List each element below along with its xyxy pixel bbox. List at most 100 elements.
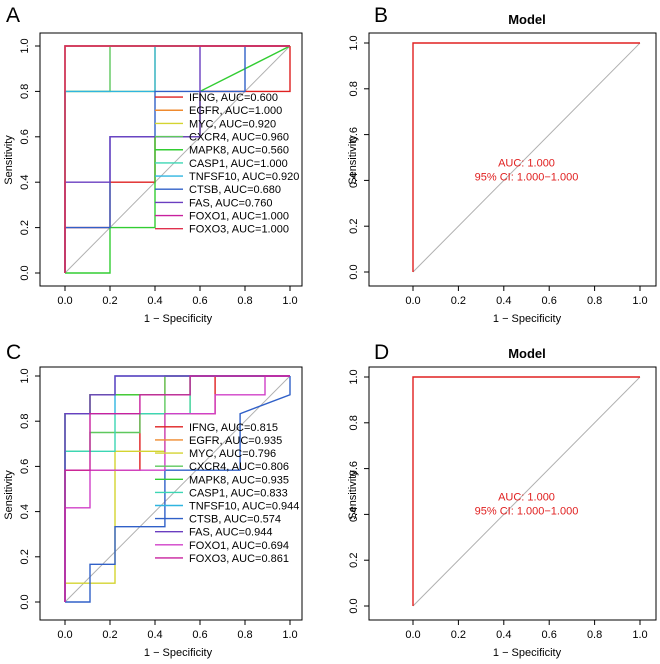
x-tick-label: 0.6: [542, 295, 557, 307]
legend-entry: FOXO3, AUC=0.861: [189, 553, 289, 565]
legend-entry: FOXO1, AUC=0.694: [189, 540, 289, 552]
x-tick-label: 0.0: [405, 295, 420, 307]
legend-entry: CASP1, AUC=0.833: [189, 487, 288, 499]
y-tick-label: 0.4: [348, 507, 360, 522]
y-tick-label: 0.4: [19, 504, 31, 519]
auc-annotation: AUC: 1.000: [498, 492, 555, 504]
x-axis-label: 1 − Specificity: [493, 313, 562, 325]
x-tick-label: 0.8: [587, 295, 602, 307]
y-tick-label: 0.8: [348, 81, 360, 96]
x-axis-label: 1 − Specificity: [144, 647, 213, 659]
panel-b: B Model 0.0 0.2 0.4 0.6 0.8 1.0 0.0 0.2 0.4 0.6 0.8 1…: [347, 4, 657, 325]
y-axis-label: Sensitivity: [3, 470, 15, 520]
y-axis-label: Sensitivity: [347, 135, 359, 185]
y-axis-label: Sensitivity: [347, 470, 359, 520]
y-tick-label: 0.8: [19, 84, 31, 99]
y-tick-label: 0.4: [19, 175, 31, 190]
y-tick-label: 0.2: [348, 553, 360, 568]
panel-label: D: [374, 341, 389, 364]
y-tick-label: 0.0: [348, 264, 360, 279]
x-tick-label: 1.0: [282, 629, 297, 641]
panel-label: B: [374, 4, 388, 27]
legend-entry: FAS, AUC=0.760: [189, 197, 272, 209]
y-tick-label: 0.2: [348, 219, 360, 234]
x-tick-label: 0.4: [147, 295, 162, 307]
y-axis-label: Sensitivity: [3, 135, 15, 185]
legend-entry: MYC, AUC=0.796: [189, 448, 276, 460]
legend-entry: TNFSF10, AUC=0.944: [189, 500, 299, 512]
legend-entry: TNFSF10, AUC=0.920: [189, 171, 299, 183]
x-tick-label: 0.2: [451, 629, 466, 641]
x-tick-label: 0.8: [237, 629, 252, 641]
chart-title: Model: [508, 346, 546, 361]
x-tick-label: 0.4: [147, 629, 162, 641]
y-tick-label: 0.6: [348, 127, 360, 142]
x-axis-label: 1 − Specificity: [493, 647, 562, 659]
panel-label: C: [6, 341, 21, 364]
plot-frame: [368, 366, 657, 621]
x-tick-label: 1.0: [632, 629, 647, 641]
legend-entry: FOXO3, AUC=1.000: [189, 224, 289, 236]
legend-entry: MAPK8, AUC=0.935: [189, 474, 289, 486]
reference-diagonal: [64, 45, 291, 274]
panel-a: A 0.0 0.2 0.4 0.6 0.8 1.0 0.0 0.2 0.4 0.6 0.8 1.0 1 −…: [3, 4, 303, 325]
x-tick-label: 0.0: [405, 629, 420, 641]
legend-entry: EGFR, AUC=0.935: [189, 435, 282, 447]
y-tick-label: 0.4: [348, 173, 360, 188]
x-tick-label: 0.2: [102, 295, 117, 307]
x-tick-label: 1.0: [282, 295, 297, 307]
auc-annotation: AUC: 1.000: [498, 158, 555, 170]
y-tick-label: 0.8: [19, 414, 31, 429]
roc-curve-foxo1: [64, 375, 290, 602]
legend-entry: CXCR4, AUC=0.960: [189, 132, 289, 144]
legend-entry: FAS, AUC=0.944: [189, 527, 272, 539]
y-tick-label: 0.0: [19, 594, 31, 609]
legend-entry: IFNG, AUC=0.600: [189, 92, 278, 104]
y-tick-label: 1.0: [19, 38, 31, 53]
x-tick-label: 0.2: [451, 295, 466, 307]
roc-curve-ctsb: [65, 376, 291, 603]
panel-d: D Model 0.0 0.2 0.4 0.6 0.8 1.0 0.0 0.2 0.4 0.6 0.8 1…: [347, 341, 657, 659]
y-tick-label: 0.6: [348, 461, 360, 476]
plot-frame: [39, 366, 303, 621]
roc-curve-foxo3: [64, 45, 290, 273]
x-tick-label: 0.8: [587, 629, 602, 641]
roc-curve-ctsb: [64, 45, 290, 273]
legend-entry: CXCR4, AUC=0.806: [189, 461, 289, 473]
x-tick-label: 1.0: [632, 295, 647, 307]
x-tick-label: 0.6: [192, 629, 207, 641]
legend-entry: CASP1, AUC=1.000: [189, 158, 288, 170]
x-axis-label: 1 − Specificity: [144, 313, 213, 325]
roc-curve-model: [412, 376, 640, 606]
y-tick-label: 0.0: [19, 265, 31, 280]
roc-curve-fas: [64, 375, 290, 602]
y-tick-label: 0.6: [19, 129, 31, 144]
x-tick-label: 0.6: [192, 295, 207, 307]
plot-frame: [39, 32, 303, 287]
legend-entry: CTSB, AUC=0.680: [189, 184, 281, 196]
panel-c: C 0.0 0.2 0.4 0.6 0.8 1.0 0.0 0.2 0.4 0.6 0.8 1.0 1 −…: [3, 341, 303, 659]
y-tick-label: 0.0: [348, 598, 360, 613]
legend-entry: MAPK8, AUC=0.560: [189, 145, 289, 157]
y-tick-label: 0.2: [19, 549, 31, 564]
y-tick-label: 0.6: [19, 459, 31, 474]
y-tick-label: 1.0: [348, 35, 360, 50]
reference-diagonal: [412, 42, 641, 273]
y-tick-label: 1.0: [348, 369, 360, 384]
y-tick-label: 1.0: [19, 368, 31, 383]
roc-curve-foxo3: [64, 375, 290, 602]
y-tick-label: 0.2: [19, 220, 31, 235]
chart-title: Model: [508, 12, 546, 27]
x-tick-label: 0.8: [237, 295, 252, 307]
legend-entry: CTSB, AUC=0.574: [189, 514, 281, 526]
x-tick-label: 0.4: [496, 295, 511, 307]
legend-entry: FOXO1, AUC=1.000: [189, 211, 289, 223]
x-tick-label: 0.2: [102, 629, 117, 641]
roc-curve-model: [412, 42, 640, 272]
x-tick-label: 0.4: [496, 629, 511, 641]
legend-entry: EGFR, AUC=1.000: [189, 105, 282, 117]
reference-diagonal: [412, 376, 641, 607]
